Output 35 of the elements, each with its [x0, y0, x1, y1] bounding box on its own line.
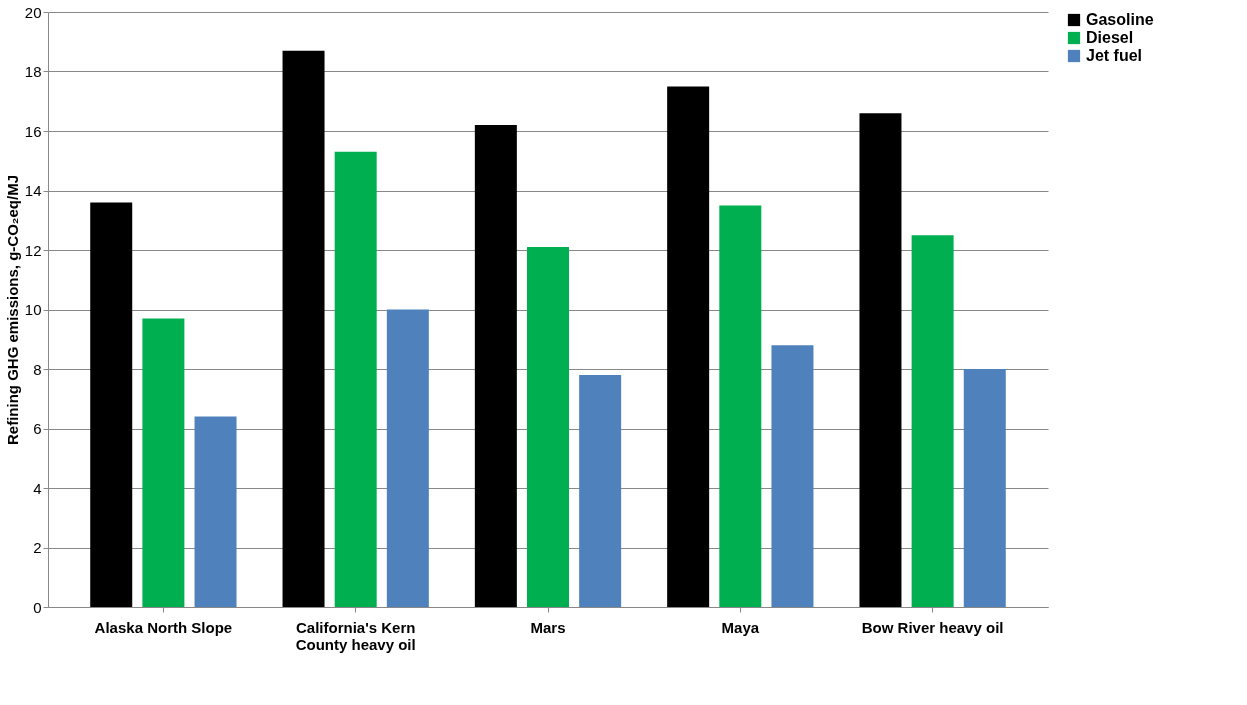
x-tick-label: California's Kern County heavy oil: [295, 618, 416, 653]
y-axis-title: Refining GHG emissions, g-CO₂eq/MJ: [3, 174, 21, 446]
bar: [194, 416, 237, 607]
y-tick-label: 18: [24, 63, 42, 80]
bar: [771, 345, 814, 607]
bar: [963, 369, 1006, 607]
bar: [859, 113, 902, 607]
y-tick-label: 6: [33, 420, 42, 437]
bar: [334, 151, 377, 607]
bar: [142, 318, 185, 607]
legend-label: Diesel: [1086, 29, 1134, 46]
bar: [911, 235, 954, 607]
y-tick-label: 20: [24, 3, 42, 21]
y-tick-label: 2: [33, 539, 42, 556]
y-tick-label: 0: [33, 598, 42, 616]
x-tick-label: Maya: [721, 618, 760, 636]
bar: [282, 50, 325, 607]
y-tick-label: 10: [24, 301, 42, 318]
bar: [90, 202, 133, 607]
y-tick-label: 12: [24, 241, 42, 259]
x-tick-label: Alaska North Slope: [94, 618, 233, 636]
y-tick-label: 16: [24, 122, 42, 140]
y-tick-label: 4: [33, 479, 42, 497]
legend-label: Jet fuel: [1086, 47, 1143, 64]
y-tick-label: 8: [33, 360, 42, 378]
bar: [527, 247, 569, 607]
bar: [386, 309, 429, 607]
x-tick-label: Mars: [530, 618, 566, 636]
bar: [474, 125, 517, 607]
bar: [579, 374, 622, 607]
y-tick-label: 14: [24, 182, 42, 199]
legend-label: Gasoline: [1086, 11, 1154, 28]
x-tick-label: Bow River heavy oil: [861, 618, 1004, 636]
bar: [719, 205, 762, 607]
bar: [667, 86, 710, 607]
